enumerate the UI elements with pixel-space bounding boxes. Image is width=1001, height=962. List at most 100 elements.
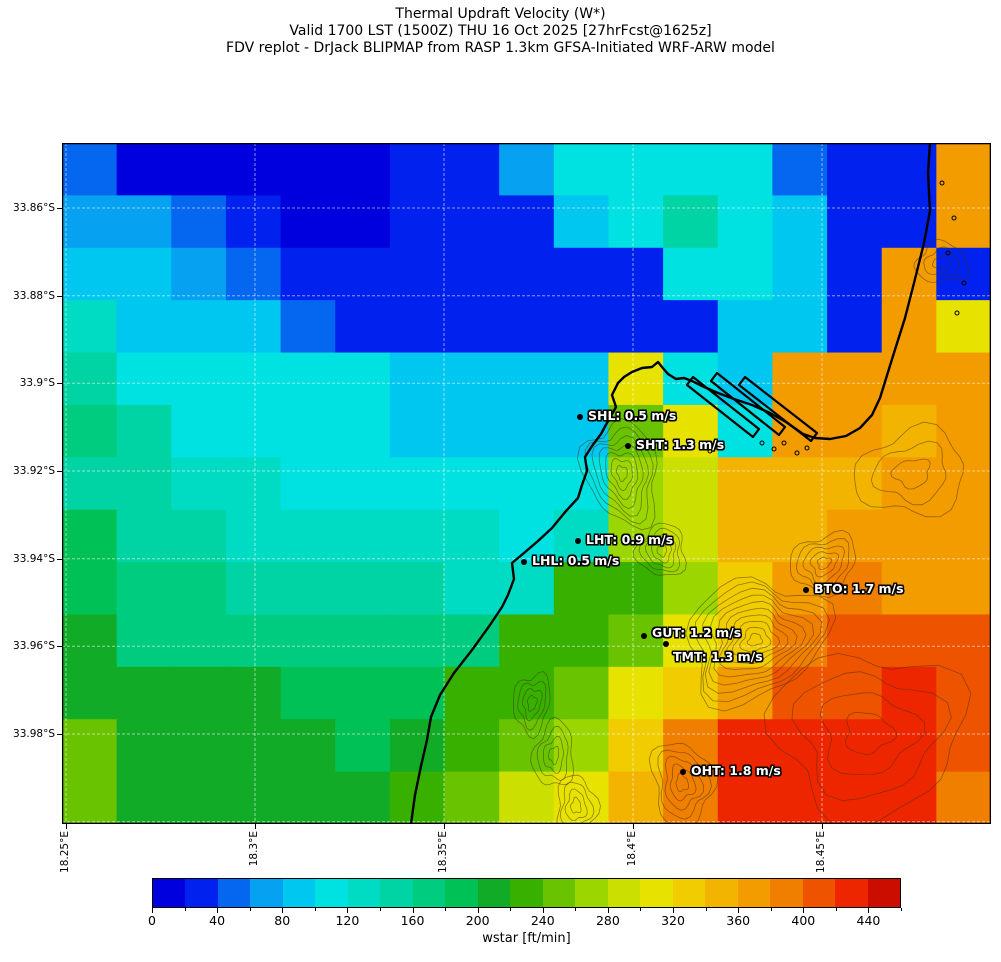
colorbar-major-tick	[412, 908, 414, 913]
heatmap-cell	[717, 666, 773, 720]
colorbar-tick-label: 360	[726, 913, 751, 928]
heatmap-cell	[280, 562, 336, 615]
heatmap-cell	[827, 509, 883, 563]
colorbar-tick-label: 280	[595, 913, 620, 928]
heatmap-cell	[225, 614, 282, 668]
heatmap-cell	[499, 457, 555, 511]
heatmap-cell	[608, 195, 664, 249]
heatmap-cell	[116, 404, 172, 458]
colorbar-tick-label: 240	[530, 913, 555, 928]
heatmap-cell	[772, 300, 828, 354]
colorbar-segment	[672, 879, 706, 907]
y-tick-label: 33.94°S	[13, 552, 55, 565]
heatmap-cell	[335, 457, 391, 511]
heatmap-cell	[499, 404, 555, 458]
heatmap-cell	[663, 771, 719, 824]
x-tick-mark	[255, 824, 256, 829]
heatmap-cell	[62, 247, 118, 301]
heatmap-cell	[881, 509, 937, 563]
heatmap-cell	[280, 666, 336, 720]
heatmap-cell	[389, 509, 446, 563]
colorbar-major-tick	[477, 908, 479, 913]
colorbar-segment	[412, 879, 446, 907]
heatmap-cell	[608, 614, 664, 668]
harbor-piers	[685, 371, 819, 443]
heatmap-cell	[225, 143, 282, 196]
heatmap-cell	[444, 562, 500, 615]
colorbar-tick-label: 0	[148, 913, 156, 928]
heatmap-cell	[280, 509, 336, 563]
heatmap-cell	[62, 771, 118, 824]
heatmap-cell	[335, 404, 391, 458]
colorbar-major-tick	[282, 908, 284, 913]
colorbar-minor-tick	[510, 908, 512, 911]
heatmap-cell	[62, 300, 118, 354]
heatmap-cell	[444, 457, 500, 511]
heatmap-cell	[936, 404, 991, 458]
heatmap-cell	[116, 195, 172, 249]
heatmap-cell	[827, 562, 883, 615]
colorbar-tick-label: 120	[335, 913, 360, 928]
colorbar-tick-label: 200	[465, 913, 490, 928]
heatmap-cell	[608, 562, 664, 615]
colorbar-major-tick	[152, 908, 153, 913]
colorbar-minor-tick	[249, 908, 251, 911]
heatmap-cell	[62, 352, 118, 406]
heatmap-cell	[116, 666, 172, 720]
heatmap-cell	[881, 352, 937, 406]
colorbar-major-tick	[217, 908, 219, 913]
colorbar-major-tick	[738, 908, 740, 913]
heatmap-cell	[553, 352, 609, 406]
colorbar-segment	[445, 879, 478, 907]
heatmap-cell	[444, 771, 500, 824]
heatmap-cell	[116, 771, 172, 824]
heatmap-cell	[827, 614, 883, 668]
heatmap-cell	[62, 143, 118, 196]
heatmap-cell	[444, 404, 500, 458]
heatmap-cell	[553, 195, 609, 249]
heatmap-cell	[663, 143, 719, 196]
heatmap-cell	[553, 771, 609, 824]
heatmap-cell	[116, 247, 172, 301]
colorbar-minor-tick	[705, 908, 707, 911]
x-tick-mark	[66, 824, 67, 829]
heatmap-cell	[225, 509, 282, 563]
heatmap-cell	[936, 300, 991, 354]
heatmap-cell	[171, 666, 227, 720]
heatmap-cell	[499, 143, 555, 196]
heatmap-cell	[499, 195, 555, 249]
heatmap-cell	[499, 247, 555, 301]
heatmap-cell	[553, 614, 609, 668]
heatmap-cell	[553, 143, 609, 196]
heatmap-cell	[717, 457, 773, 511]
colorbar-segment	[380, 879, 413, 907]
heatmap-cell	[717, 195, 773, 249]
heatmap-cell	[225, 195, 282, 249]
heatmap-cell	[772, 562, 828, 615]
colorbar-minor-tick	[314, 908, 316, 911]
heatmap-cell	[608, 666, 664, 720]
heatmap-cell	[499, 771, 555, 824]
heatmap-cell	[389, 404, 446, 458]
colorbar-major-tick	[607, 908, 609, 913]
heatmap-cell	[717, 719, 773, 773]
heatmap-cell	[280, 300, 336, 354]
heatmap-cell	[116, 300, 172, 354]
colorbar-minor-tick	[835, 908, 837, 911]
heatmap-cell	[608, 247, 664, 301]
heatmap-cell	[772, 457, 828, 511]
heatmap-cell	[772, 666, 828, 720]
colorbar-segment	[510, 879, 543, 907]
heatmap-cell	[389, 719, 446, 773]
colorbar-major-tick	[673, 908, 675, 913]
heatmap-cell	[881, 614, 937, 668]
heatmap-cell	[827, 719, 883, 773]
heatmap-cell	[116, 719, 172, 773]
heatmap-cell	[389, 666, 446, 720]
heatmap-cell	[389, 562, 446, 615]
plot-frame	[62, 143, 991, 824]
colorbar-minor-tick	[184, 908, 186, 911]
heatmap-cell	[280, 143, 336, 196]
colorbar-minor-tick	[901, 908, 902, 911]
chart-title: Thermal Updraft Velocity (W*)	[395, 6, 606, 22]
